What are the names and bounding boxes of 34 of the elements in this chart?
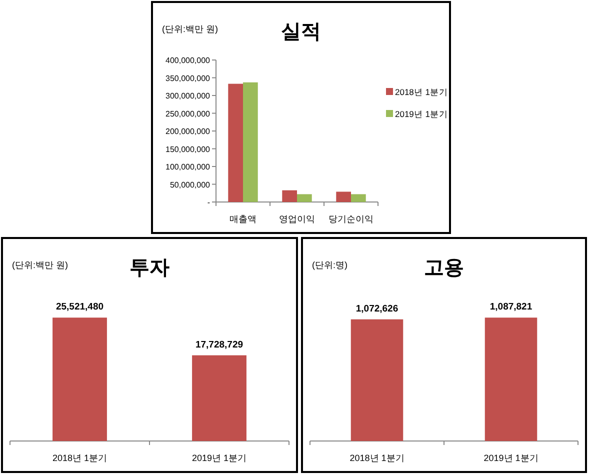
- bar: [282, 190, 297, 202]
- bar: [351, 194, 366, 202]
- y-tick-label: 400,000,000: [166, 56, 211, 65]
- legend-label: 2018년 1분기: [395, 87, 448, 97]
- y-tick-label: 300,000,000: [166, 92, 211, 100]
- x-tick-label: 2018년 1분기: [52, 453, 108, 463]
- data-label: 1,087,821: [490, 302, 533, 313]
- bar: [243, 82, 258, 202]
- legend-label: 2019년 1분기: [395, 109, 448, 119]
- data-label: 17,728,729: [195, 339, 244, 350]
- y-tick-label: 200,000,000: [166, 127, 211, 136]
- x-tick-label: 2019년 1분기: [484, 453, 538, 463]
- bar: [336, 192, 351, 202]
- y-tick-label: -: [207, 198, 210, 207]
- chart-title: 실적: [281, 21, 321, 43]
- text: (단위:명): [312, 260, 348, 270]
- bar: [297, 194, 312, 202]
- y-tick-label: 150,000,000: [166, 144, 211, 154]
- y-tick-label: 100,000,000: [166, 162, 211, 172]
- x-tick-label: 2019년 1분기: [192, 453, 247, 463]
- text: (단위:백만 원): [12, 260, 68, 270]
- x-tick-label: 매출액: [230, 214, 256, 224]
- text: (단위:백만 원): [162, 24, 218, 34]
- chart-title: 투자: [130, 257, 170, 279]
- x-tick-label: 2018년 1분기: [350, 453, 404, 463]
- y-tick-label: 250,000,000: [166, 109, 211, 118]
- data-label: 1,072,626: [356, 303, 398, 314]
- data-label: 25,521,480: [56, 302, 104, 313]
- y-tick-label: 350,000,000: [166, 74, 211, 83]
- bar: [228, 84, 243, 202]
- x-tick-label: 당기순이익: [328, 214, 374, 224]
- chart-title: 고용: [424, 257, 464, 279]
- x-tick-label: 영업이익: [279, 214, 315, 224]
- y-tick-label: 50,000,000: [170, 180, 211, 190]
